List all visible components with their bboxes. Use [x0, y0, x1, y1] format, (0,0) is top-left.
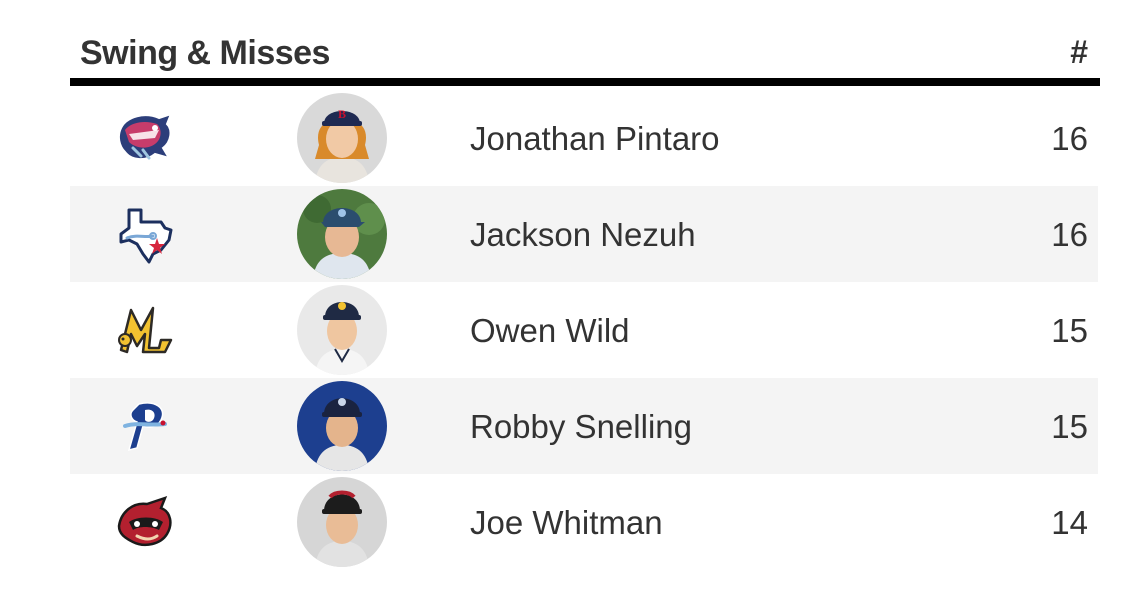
table-row[interactable]: Joe Whitman 14	[70, 474, 1098, 570]
player-avatar	[297, 477, 387, 567]
player-count: 15	[1051, 408, 1088, 445]
leaderboard-title: Swing & Misses	[80, 34, 330, 72]
texas-star-logo-icon	[115, 204, 177, 264]
leaderboard: Swing & Misses #	[70, 32, 1100, 570]
table-row[interactable]: Jackson Nezuh 16	[70, 186, 1098, 282]
table-row[interactable]: B Jonathan Pintaro 16	[70, 90, 1098, 186]
player-count: 14	[1051, 504, 1088, 541]
table-row[interactable]: Robby Snelling 15	[70, 378, 1098, 474]
flying-squirrel-logo-icon	[115, 492, 177, 552]
player-name: Jackson Nezuh	[470, 216, 696, 253]
script-m-logo-icon	[115, 300, 177, 360]
player-count: 16	[1051, 120, 1088, 157]
player-name: Joe Whitman	[470, 504, 663, 541]
leaderboard-rows: B Jonathan Pintaro 16	[70, 90, 1100, 570]
player-avatar: B	[297, 93, 387, 183]
table-row[interactable]: Owen Wild 15	[70, 282, 1098, 378]
leaderboard-header: Swing & Misses #	[70, 32, 1100, 86]
player-count: 16	[1051, 216, 1088, 253]
count-column-header: #	[1070, 34, 1088, 70]
player-avatar	[297, 381, 387, 471]
svg-text:B: B	[338, 107, 346, 121]
script-p-logo-icon	[115, 396, 177, 456]
player-avatar	[297, 189, 387, 279]
player-count: 15	[1051, 312, 1088, 349]
player-name: Jonathan Pintaro	[470, 120, 720, 157]
sea-dragon-logo-icon	[115, 108, 177, 168]
player-name: Robby Snelling	[470, 408, 692, 445]
player-avatar	[297, 285, 387, 375]
player-name: Owen Wild	[470, 312, 630, 349]
